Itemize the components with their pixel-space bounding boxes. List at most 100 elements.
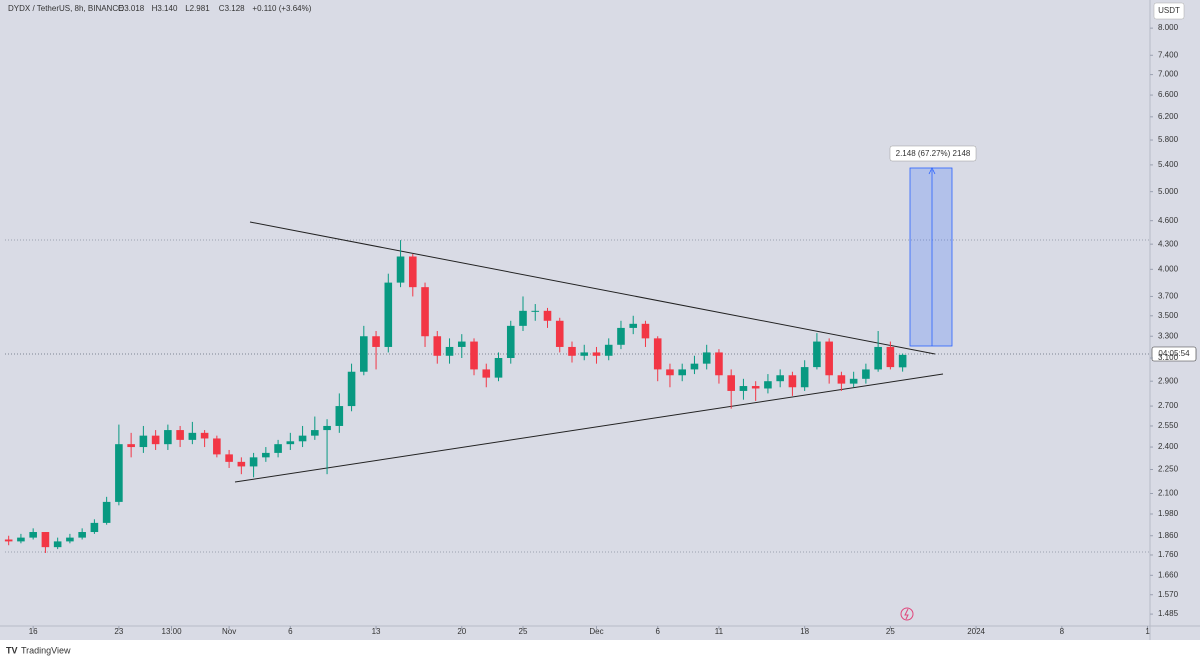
candle-body [825, 341, 833, 376]
y-tick-label: 2.900 [1158, 376, 1179, 385]
trendline-upper [249, 221, 936, 355]
candle-body [739, 386, 748, 391]
countdown: 04:05:54 [1158, 349, 1190, 358]
candle-body [433, 336, 442, 356]
candle-body [249, 457, 258, 467]
candle-body [494, 358, 503, 378]
currency-box [1153, 2, 1185, 20]
measure-label-box [889, 145, 977, 162]
candle-body [274, 444, 282, 453]
x-tick-label: 11 [715, 627, 724, 636]
candle-body [592, 352, 601, 356]
y-tick-label: 2.400 [1158, 442, 1179, 451]
candle-body [164, 430, 172, 445]
candle-body [568, 346, 576, 356]
candle-body [311, 430, 319, 436]
candle-body [531, 310, 540, 312]
x-tick-label: 13 [372, 627, 381, 636]
y-tick-label: 1.860 [1158, 531, 1179, 540]
candle-body [666, 369, 674, 376]
candle-body [629, 323, 638, 328]
candle-body [298, 435, 307, 442]
candle-body [800, 367, 809, 388]
x-tick-label: 20 [457, 627, 466, 636]
y-tick-label: 4.000 [1158, 264, 1179, 273]
candle-body [813, 341, 821, 368]
candle-body [66, 537, 74, 542]
x-tick-label: 8 [1060, 627, 1065, 636]
candle-body [286, 441, 295, 445]
candle-body [506, 325, 515, 359]
currency-label: USDT [1158, 6, 1180, 15]
candle-body [788, 375, 797, 388]
y-tick-label: 6.600 [1158, 90, 1179, 99]
candle-body [41, 532, 50, 548]
x-tick-label: 23 [114, 627, 123, 636]
candle-body [213, 438, 221, 455]
y-tick-label: 1.570 [1158, 590, 1179, 599]
candle-body [408, 256, 417, 288]
y-tick-label: 8.000 [1158, 23, 1179, 32]
candle-body [543, 310, 552, 321]
candle-body [837, 375, 846, 384]
y-tick-label: 4.300 [1158, 239, 1179, 248]
candle-body [690, 363, 699, 370]
candle-body [898, 354, 907, 368]
y-tick-label: 3.500 [1158, 311, 1179, 320]
measure-box [909, 167, 953, 347]
candle-body [874, 346, 882, 370]
candle-body [225, 454, 233, 462]
y-tick-label: 6.200 [1158, 112, 1179, 121]
alert-icon[interactable] [900, 607, 914, 621]
candle-body [237, 461, 246, 467]
candle-body [641, 323, 650, 339]
candle-body [102, 501, 111, 523]
candle-body [457, 341, 466, 347]
candle-body [764, 381, 772, 389]
header-stat: +0.110 (+3.64%) [252, 4, 311, 13]
countdown-box [1151, 346, 1197, 362]
y-tick-label: 7.400 [1158, 50, 1179, 59]
candle-body [617, 327, 625, 345]
measure-label: 2.148 (67.27%) 2148 [896, 149, 971, 158]
x-tick-label: 6 [655, 627, 660, 636]
candle-body [653, 338, 662, 370]
candle-body [678, 369, 686, 376]
candle-body [90, 522, 99, 533]
candle-body [751, 386, 760, 389]
candle-body [886, 346, 895, 368]
y-tick-label: 3.100 [1158, 353, 1179, 362]
y-tick-label: 2.250 [1158, 465, 1179, 474]
y-tick-label: 1.760 [1158, 550, 1179, 559]
candle-body [396, 256, 405, 283]
candle-body [176, 430, 184, 440]
y-tick-label: 5.800 [1158, 135, 1179, 144]
alert-icon-bolt [904, 608, 909, 620]
header-stat: H3.140 [152, 4, 178, 13]
candle-body [580, 352, 589, 356]
candle-body [555, 320, 564, 347]
y-tick-label: 3.700 [1158, 292, 1179, 301]
footer [0, 640, 1200, 662]
candle-body [29, 532, 37, 538]
y-tick-label: 5.400 [1158, 160, 1179, 169]
candle-body [470, 341, 478, 370]
y-tick-label: 1.485 [1158, 609, 1179, 618]
x-tick-label: 6 [288, 627, 293, 636]
x-tick-label: 13:00 [162, 627, 183, 636]
x-tick-label: 25 [519, 627, 528, 636]
x-tick-label: Nov [222, 627, 236, 636]
candle-body [715, 352, 723, 376]
x-tick-label: 16 [29, 627, 38, 636]
candle-body [115, 444, 123, 502]
branding: TradingView [21, 645, 71, 655]
y-tick-label: 1.660 [1158, 570, 1179, 579]
candle-body [445, 346, 454, 356]
candle-body [372, 336, 380, 347]
x-tick-label: 25 [886, 627, 895, 636]
header-stat: O3.018 [118, 4, 145, 13]
candle-body [139, 435, 148, 448]
header-stats: O3.018 H3.140 L2.981 C3.128 +0.110 (+3.64%) [118, 4, 312, 13]
